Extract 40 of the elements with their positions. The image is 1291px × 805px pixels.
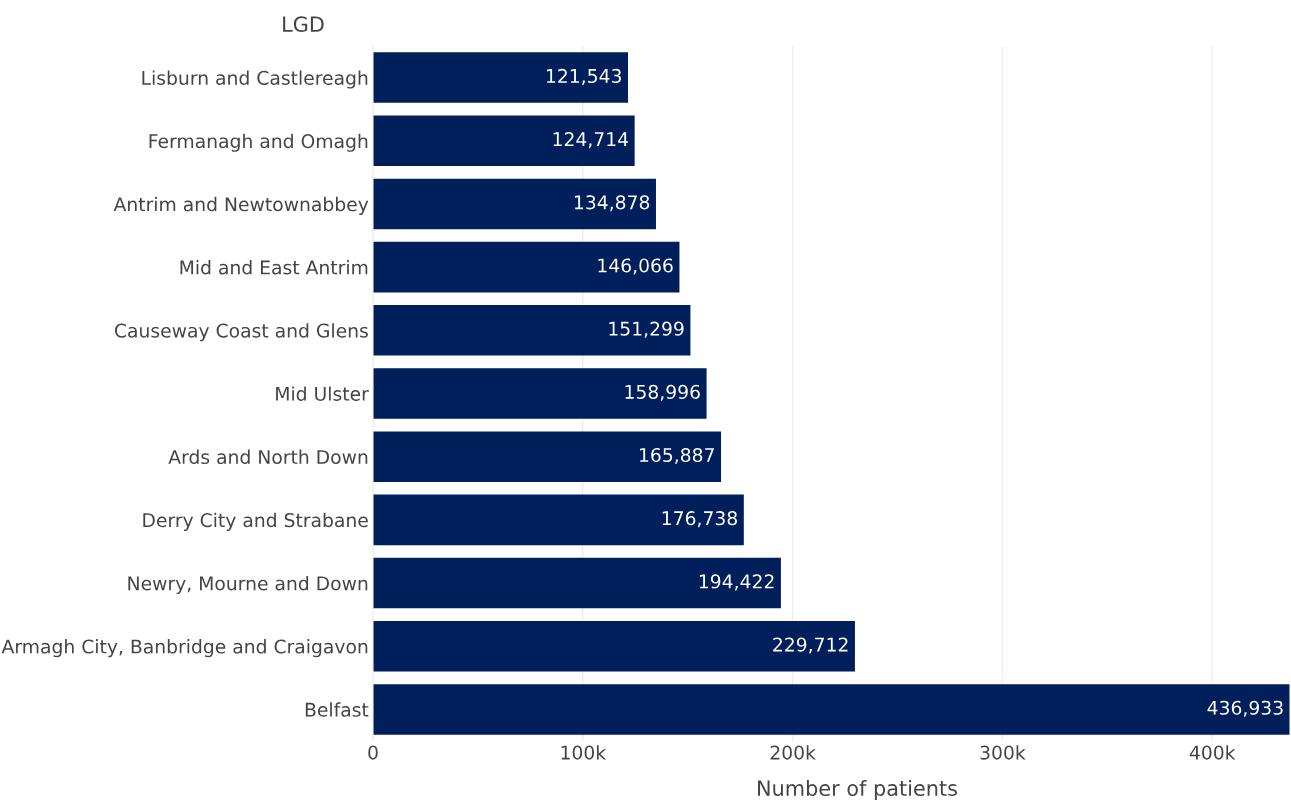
x-tick-label: 400k — [1189, 745, 1236, 760]
y-tick-label: Belfast — [305, 702, 369, 717]
bar — [373, 305, 691, 356]
data-label: 176,738 — [662, 511, 737, 528]
y-tick-label: Mid Ulster — [276, 386, 369, 401]
data-label: 121,543 — [546, 68, 621, 85]
bar — [373, 620, 855, 672]
bar — [373, 52, 628, 103]
data-label: 436,933 — [1207, 700, 1283, 717]
y-tick-label: Lisburn and Castlereagh — [142, 70, 368, 89]
y-tick-label: Antrim and Newtownabbey — [113, 196, 369, 215]
x-tick-label: 100k — [561, 745, 607, 760]
data-label: 151,299 — [609, 321, 684, 338]
bar — [373, 431, 722, 482]
y-tick-label: Newry, Mourne and Down — [128, 575, 368, 595]
data-label: 158,996 — [625, 384, 700, 401]
y-tick-label: Fermanagh and Omagh — [149, 133, 368, 152]
x-tick-label: 300k — [980, 745, 1026, 760]
y-tick-label: Mid and East Antrim — [180, 260, 368, 275]
bar — [373, 684, 1290, 735]
x-tick-label: 0 — [368, 745, 378, 760]
data-label: 229,712 — [773, 637, 848, 654]
data-label: 165,887 — [640, 447, 714, 465]
bar — [373, 241, 680, 293]
y-tick-label: Armagh City, Banbridge and Craigavon — [1, 639, 368, 658]
bar — [373, 494, 744, 546]
y-axis-title: LGD — [283, 16, 324, 33]
data-label: 194,422 — [699, 574, 774, 591]
data-label: 134,878 — [574, 195, 650, 212]
y-tick-label: Ards and North Down — [168, 449, 368, 465]
bar — [373, 368, 707, 419]
data-label: 124,714 — [553, 132, 629, 149]
bar — [373, 115, 635, 167]
x-axis-title: Number of patients — [758, 779, 957, 801]
bar — [373, 557, 781, 609]
y-tick-label: Derry City and Strabane — [143, 512, 368, 531]
x-tick-label: 200k — [770, 745, 816, 760]
y-tick-label: Causeway Coast and Glens — [114, 323, 368, 342]
bar — [373, 178, 656, 230]
data-label: 146,066 — [598, 258, 673, 275]
